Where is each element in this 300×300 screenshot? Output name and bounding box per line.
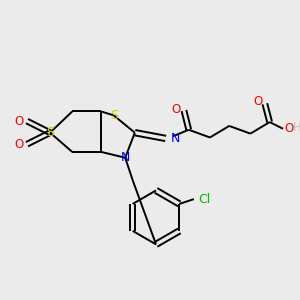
Text: S: S [110, 109, 118, 122]
Text: O: O [284, 122, 293, 135]
Text: S: S [46, 126, 54, 139]
Text: O: O [172, 103, 181, 116]
Text: O: O [15, 115, 24, 128]
Text: H: H [293, 121, 300, 134]
Text: O: O [254, 95, 263, 108]
Text: N: N [121, 151, 130, 164]
Text: O: O [15, 138, 24, 151]
Text: Cl: Cl [199, 193, 211, 206]
Text: N: N [170, 132, 180, 145]
